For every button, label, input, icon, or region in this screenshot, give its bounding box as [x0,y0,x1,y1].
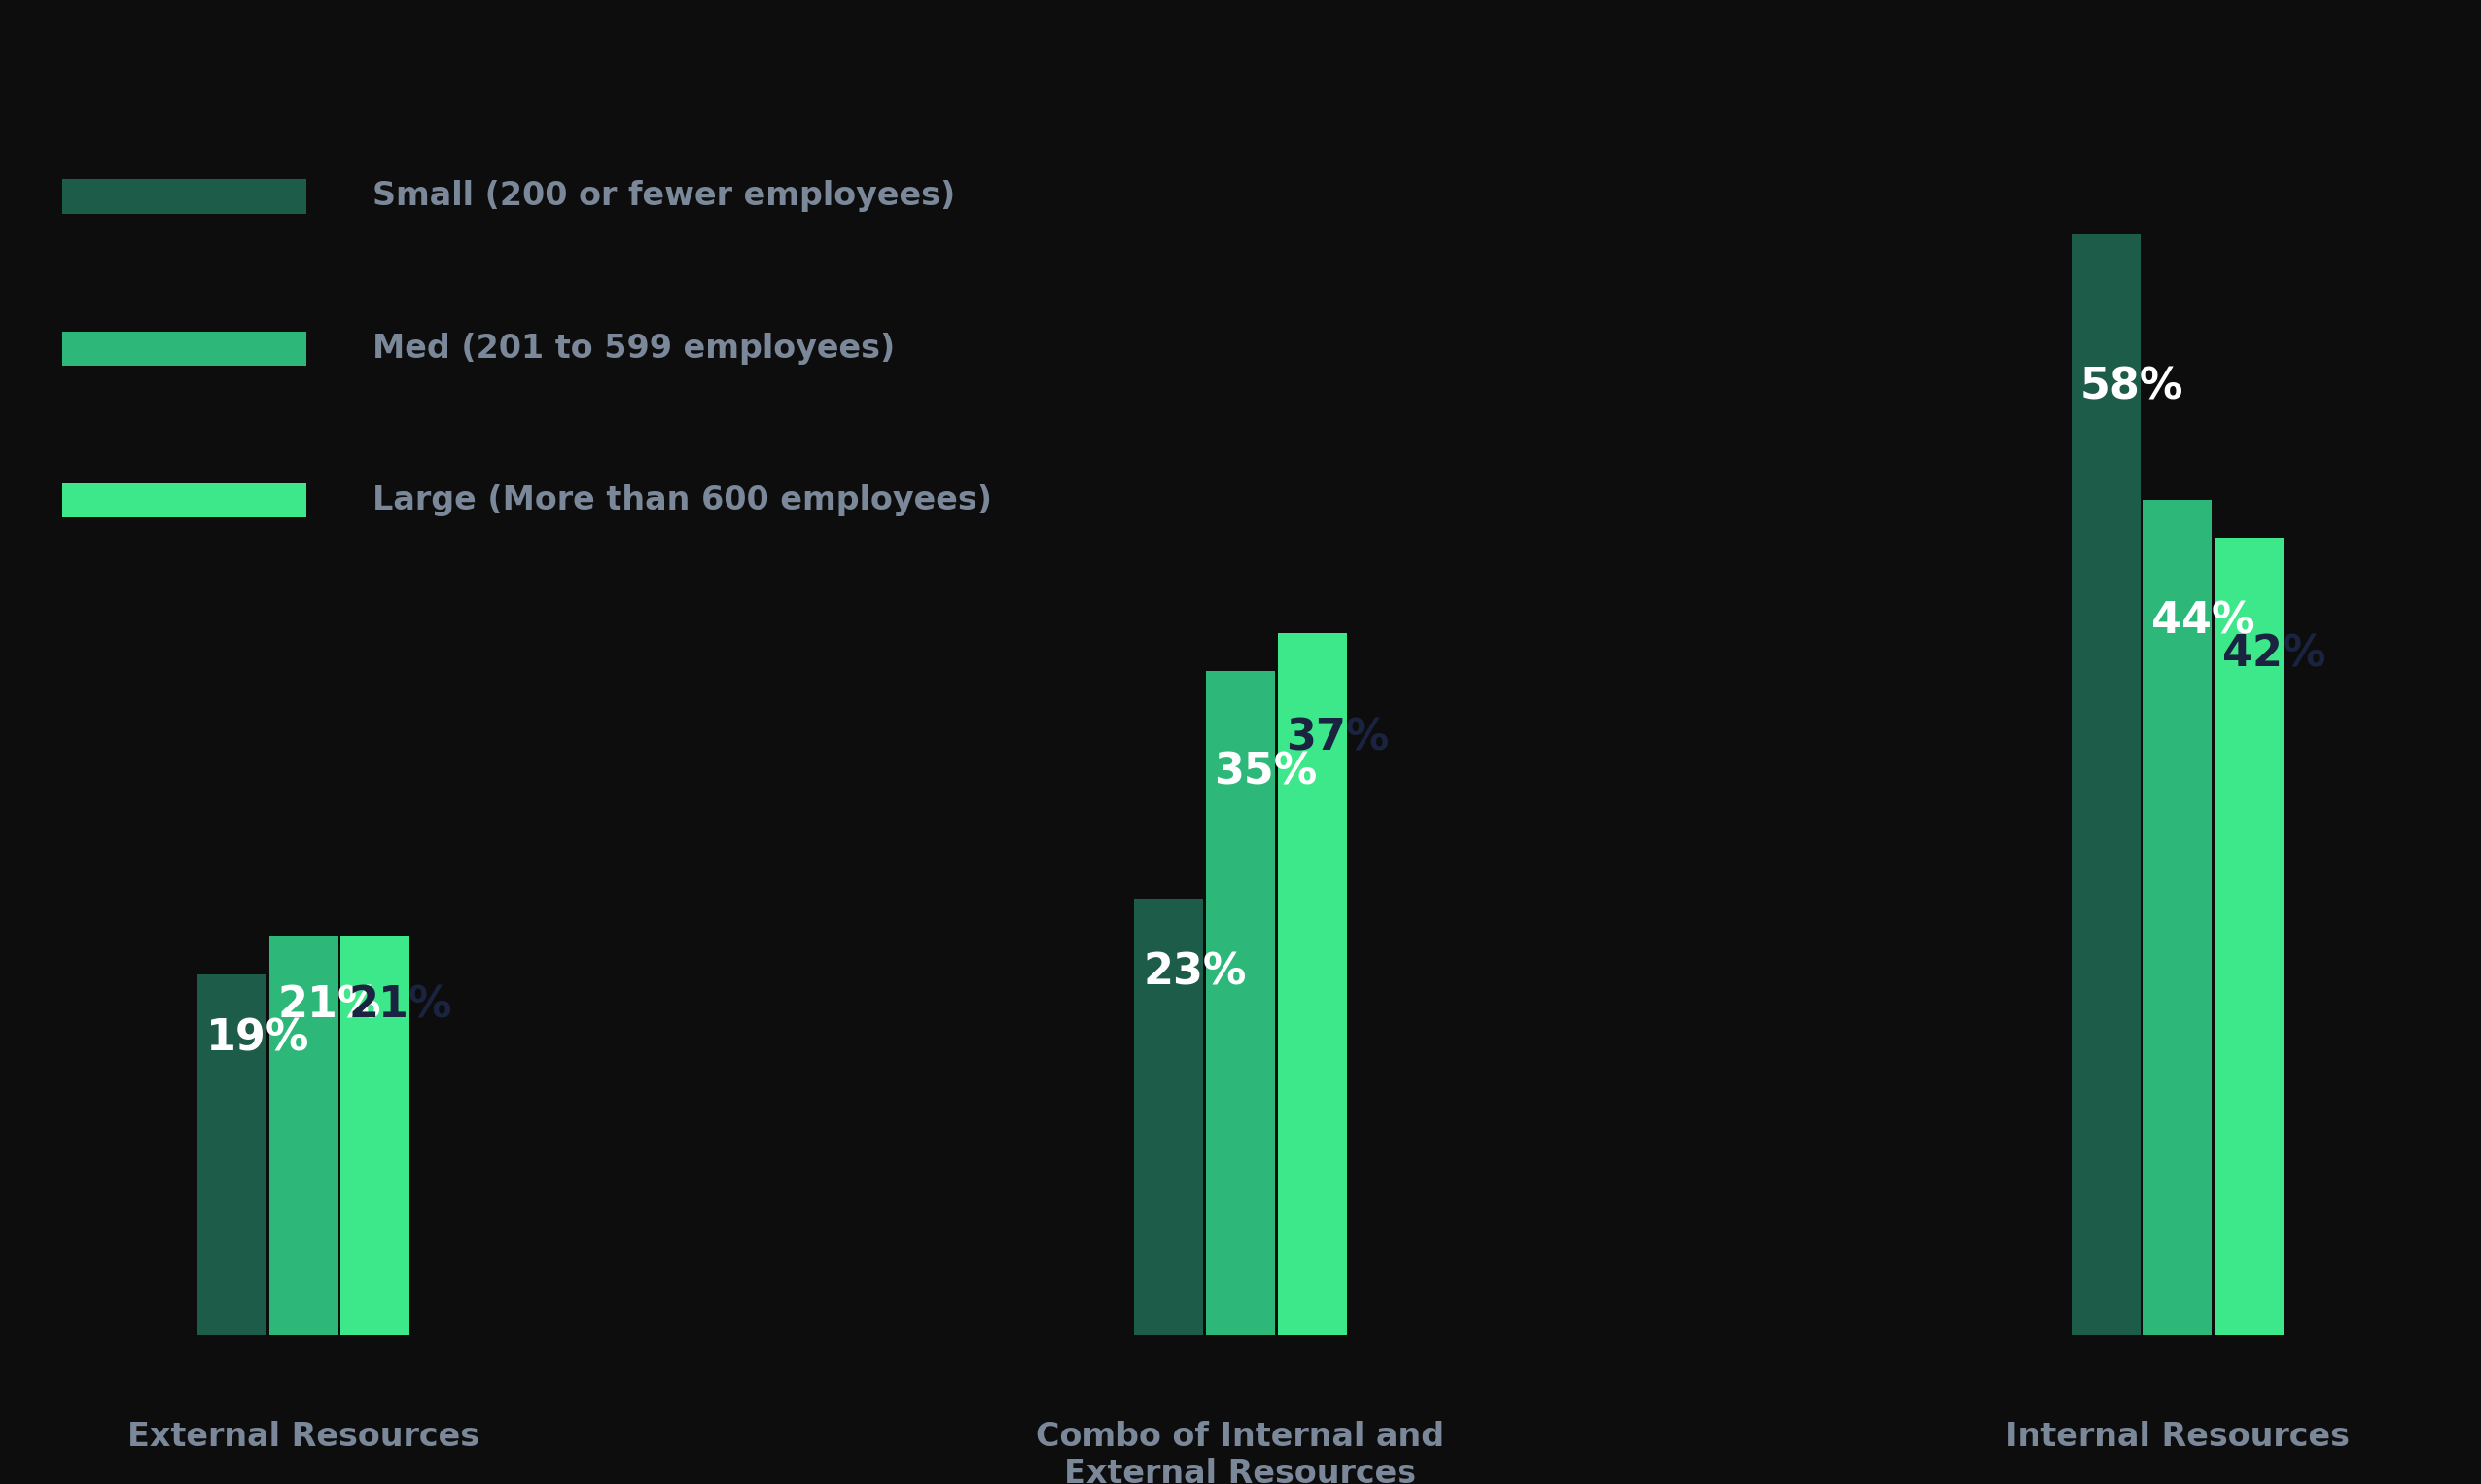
FancyBboxPatch shape [62,331,305,365]
Text: 44%: 44% [2151,601,2255,643]
Text: 58%: 58% [2079,367,2183,408]
Text: 21%: 21% [350,985,452,1027]
Text: Large (More than 600 employees): Large (More than 600 employees) [372,484,992,516]
Bar [268,936,337,1336]
Bar [2216,539,2283,1336]
Bar [198,975,265,1336]
Text: 37%: 37% [1285,717,1389,760]
Bar [2072,234,2141,1336]
Text: 42%: 42% [2223,634,2327,675]
Bar [340,936,409,1336]
Bar [1278,634,1347,1336]
Text: Med (201 to 599 employees): Med (201 to 599 employees) [372,332,896,365]
Text: Combo of Internal and
External Resources: Combo of Internal and External Resources [1037,1422,1444,1484]
Text: 21%: 21% [278,985,382,1027]
Text: 19%: 19% [206,1018,310,1060]
Text: External Resources: External Resources [127,1422,479,1453]
Bar [1206,671,1275,1336]
Bar [2144,500,2213,1336]
Text: 35%: 35% [1213,751,1317,792]
Text: Internal Resources: Internal Resources [2005,1422,2350,1453]
FancyBboxPatch shape [62,484,305,518]
Text: Small (200 or fewer employees): Small (200 or fewer employees) [372,181,955,212]
Bar [1134,899,1203,1336]
Text: 23%: 23% [1144,951,1245,993]
FancyBboxPatch shape [62,180,305,214]
